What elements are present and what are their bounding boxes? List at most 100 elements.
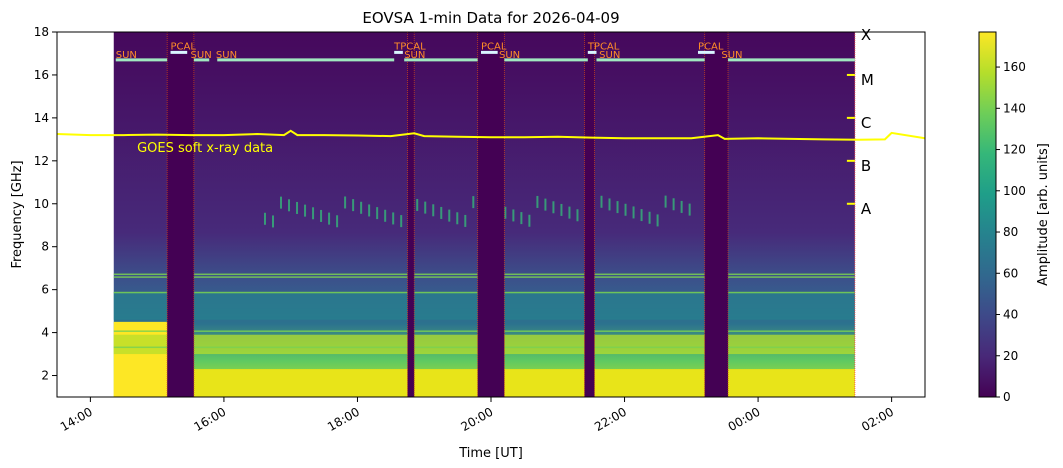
heatmap-speckle — [344, 196, 347, 209]
x-tick-label: 00:00 — [726, 405, 763, 434]
y-axis: 2 4 6 8 10 12 14 16 18 — [34, 25, 57, 383]
y-tick-label: 8 — [41, 240, 49, 254]
y-tick-label: 2 — [41, 369, 49, 383]
goes-curve — [57, 129, 925, 141]
chart-title: EOVSA 1-min Data for 2026-04-09 — [362, 9, 619, 27]
heatmap-speckle — [464, 214, 467, 227]
colorbar-tick-label: 120 — [1003, 143, 1026, 157]
heatmap-speckle — [656, 214, 659, 227]
heatmap-speckle — [536, 195, 539, 208]
heatmap-speckle — [296, 201, 299, 214]
heatmap-speckle — [376, 207, 379, 220]
heatmap-speckle — [271, 215, 274, 228]
heatmap-speckle — [624, 203, 627, 216]
colorbar-tick-label: 60 — [1003, 266, 1018, 280]
x-tick-label: 16:00 — [191, 405, 228, 434]
goes-class-label: M — [861, 71, 874, 89]
scan-label: TPCAL — [587, 41, 620, 52]
goes-class-label: X — [861, 26, 871, 44]
heatmap-speckle — [520, 212, 523, 225]
scan-label: TPCAL — [393, 41, 426, 52]
scan-label: SUN — [191, 50, 212, 61]
calibration-gap — [477, 32, 505, 397]
calibration-gap — [407, 32, 415, 397]
heatmap-speckle — [568, 206, 571, 219]
colorbar-label: Amplitude [arb. units] — [1036, 143, 1051, 286]
heatmap-speckle — [352, 199, 355, 212]
x-axis-label: Time [UT] — [458, 446, 523, 461]
scan-label: PCAL — [698, 41, 724, 52]
heatmap-speckle — [632, 206, 635, 219]
x-axis: 14:00 16:00 18:00 20:00 22:00 00:00 02:00 — [58, 397, 896, 434]
heatmap-speckle — [336, 215, 339, 228]
y-tick-label: 16 — [34, 68, 49, 82]
heatmap-speckle — [528, 214, 531, 227]
colorbar-ticks: 0 20 40 60 80 100 120 140 160 — [996, 60, 1026, 404]
heatmap-speckle — [512, 209, 515, 222]
heatmap-speckle — [280, 196, 283, 209]
heatmap-speckle — [392, 212, 395, 225]
heatmap-speckle — [312, 207, 315, 220]
calibration-gaps — [166, 32, 856, 397]
colorbar-tick-label: 0 — [1003, 390, 1011, 404]
heatmap-speckle — [360, 201, 363, 214]
heatmap-speckle — [552, 201, 555, 214]
heatmap-speckle — [680, 200, 683, 213]
scan-label: SUN — [116, 50, 137, 61]
scan-label: PCAL — [481, 41, 507, 52]
scan-label: SUN — [599, 50, 620, 61]
heatmap-band — [193, 369, 855, 397]
heatmap-speckle — [640, 209, 643, 222]
scan-bars — [115, 50, 855, 62]
y-tick-label: 10 — [34, 197, 49, 211]
heatmap-speckle — [576, 209, 579, 222]
heatmap-speckle — [616, 201, 619, 214]
colorbar-tick-label: 160 — [1003, 60, 1026, 74]
heatmap-speckle — [560, 203, 563, 216]
scan-label: PCAL — [171, 41, 197, 52]
y-tick-label: 14 — [34, 111, 49, 125]
colorbar-tick-label: 20 — [1003, 349, 1018, 363]
heatmap-speckle — [384, 209, 387, 222]
scan-label: SUN — [216, 50, 237, 61]
colorbar-gradient — [978, 31, 997, 398]
heatmap-speckle — [672, 198, 675, 211]
colorbar-tick-label: 140 — [1003, 101, 1026, 115]
calibration-gap — [167, 32, 194, 397]
heatmap-speckle — [368, 204, 371, 217]
colorbar: 0 20 40 60 80 100 120 140 160 Amplitude [arb. un… — [978, 31, 1051, 404]
heatmap-speckle — [544, 198, 547, 211]
heatmap-speckle — [424, 201, 427, 214]
y-tick-label: 12 — [34, 154, 49, 168]
y-tick-label: 18 — [34, 25, 49, 39]
heatmap-speckle — [688, 203, 691, 216]
heatmap-speckle — [416, 198, 419, 211]
heatmap-speckle — [288, 199, 291, 212]
calibration-gap — [704, 32, 729, 397]
goes-class-label: B — [861, 157, 871, 175]
scan-label: SUN — [404, 50, 425, 61]
heatmap-speckle — [472, 196, 475, 209]
x-tick-label: 18:00 — [325, 405, 362, 434]
y-tick-label: 4 — [41, 326, 49, 340]
heatmap-speckle — [504, 206, 507, 219]
heatmap-speckle — [400, 215, 403, 228]
heatmap-speckle — [608, 198, 611, 211]
goes-class-label: A — [861, 200, 872, 218]
scan-label: SUN — [499, 50, 520, 61]
x-tick-label: 20:00 — [459, 405, 496, 434]
heatmap-speckle — [600, 195, 603, 208]
y-axis-label: Frequency [GHz] — [10, 160, 25, 268]
heatmap-speckle — [328, 212, 331, 225]
heatmap-speckle — [664, 195, 667, 208]
heatmap-speckle — [304, 204, 307, 217]
x-tick-label: 02:00 — [859, 405, 896, 434]
heatmap-speckle — [432, 204, 435, 217]
heatmap-speckle — [440, 206, 443, 219]
goes-class-label: C — [861, 114, 871, 132]
heatmap-speckle — [456, 212, 459, 225]
x-tick-label: 22:00 — [592, 405, 629, 434]
